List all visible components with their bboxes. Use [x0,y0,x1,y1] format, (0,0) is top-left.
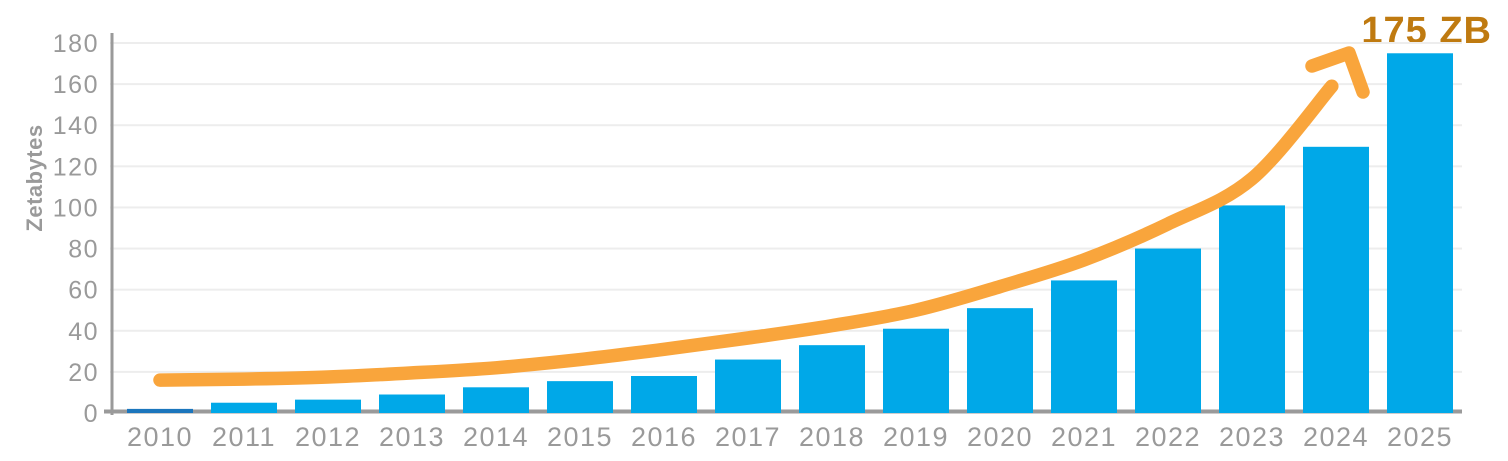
gridline [110,206,1462,209]
x-tick-label: 2022 [1135,422,1201,452]
bar-2014 [463,387,529,413]
x-tick-label: 2021 [1051,422,1117,452]
bar-2018 [799,345,865,413]
y-tick-label: 100 [53,194,99,222]
bar-2020 [967,308,1033,413]
arrowhead-icon [1305,46,1370,99]
y-tick-label: 20 [68,359,99,387]
gridline [110,247,1462,250]
x-axis-line [104,409,1462,414]
bar-2013 [379,394,445,413]
gridline [110,165,1462,168]
x-tick-label: 2018 [799,422,865,452]
bar-2010 [127,408,193,413]
x-tick-label: 2010 [127,422,193,452]
y-axis-line [110,33,114,415]
x-tick-label: 2023 [1219,422,1285,452]
bar-2025 [1387,53,1453,414]
bar-2024 [1303,146,1369,414]
bar-2021 [1051,280,1117,413]
x-tick-label: 2011 [212,422,276,452]
y-tick-label: 160 [53,71,99,99]
bar-2022 [1135,248,1201,413]
y-tick-label: 40 [68,318,99,346]
x-tick-label: 2013 [379,422,445,452]
x-tick-label: 2024 [1303,422,1369,452]
gridline [110,83,1462,86]
bar-2019 [883,328,949,413]
y-tick-label: 140 [53,112,99,140]
x-tick-label: 2020 [967,422,1033,452]
x-tick-label: 2015 [547,422,613,452]
gridline [110,42,1462,44]
bar-2016 [631,376,697,413]
y-tick-label: 80 [68,236,99,264]
bar-2012 [295,399,361,413]
gridline [110,124,1462,127]
trend-curve [153,79,1339,387]
peak-value-annotation: 175 ZB [1361,10,1492,52]
y-tick-label: 0 [84,400,99,428]
bar-2023 [1219,205,1285,413]
x-tick-label: 2025 [1387,422,1453,452]
y-tick-label: 60 [68,277,99,305]
x-tick-label: 2014 [463,422,529,452]
bar-2011 [211,402,277,413]
gridline [110,370,1462,373]
x-tick-label: 2016 [631,422,697,452]
x-tick-label: 2019 [883,422,949,452]
bar-2015 [547,381,613,413]
y-tick-label: 120 [53,153,99,181]
x-tick-label: 2017 [715,422,781,452]
y-tick-label: 180 [53,30,99,58]
gridline [110,288,1462,291]
bar-2017 [715,359,781,413]
x-tick-label: 2012 [295,422,361,452]
